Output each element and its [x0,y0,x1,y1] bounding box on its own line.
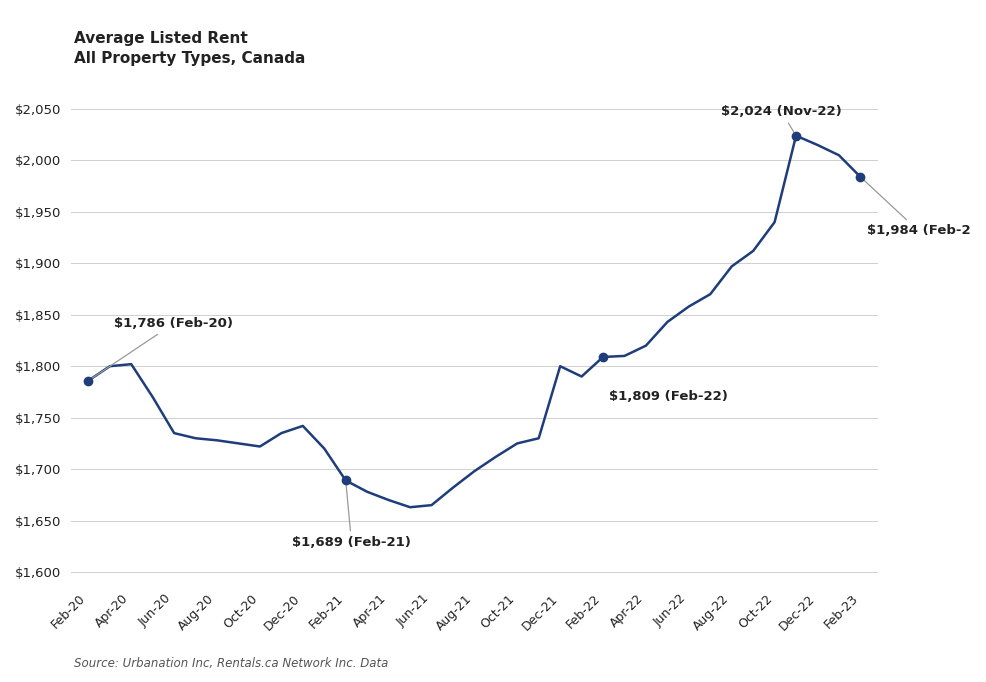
Text: $1,689 (Feb-21): $1,689 (Feb-21) [292,484,411,549]
Text: Source: Urbanation Inc, Rentals.ca Network Inc. Data: Source: Urbanation Inc, Rentals.ca Netwo… [74,657,388,670]
Text: Average Listed Rent: Average Listed Rent [74,31,247,46]
Text: $1,809 (Feb-22): $1,809 (Feb-22) [609,390,729,403]
Text: $1,984 (Feb-2: $1,984 (Feb-2 [863,179,970,237]
Text: All Property Types, Canada: All Property Types, Canada [74,51,306,66]
Text: $1,786 (Feb-20): $1,786 (Feb-20) [91,317,233,379]
Text: $2,024 (Nov-22): $2,024 (Nov-22) [721,105,842,133]
